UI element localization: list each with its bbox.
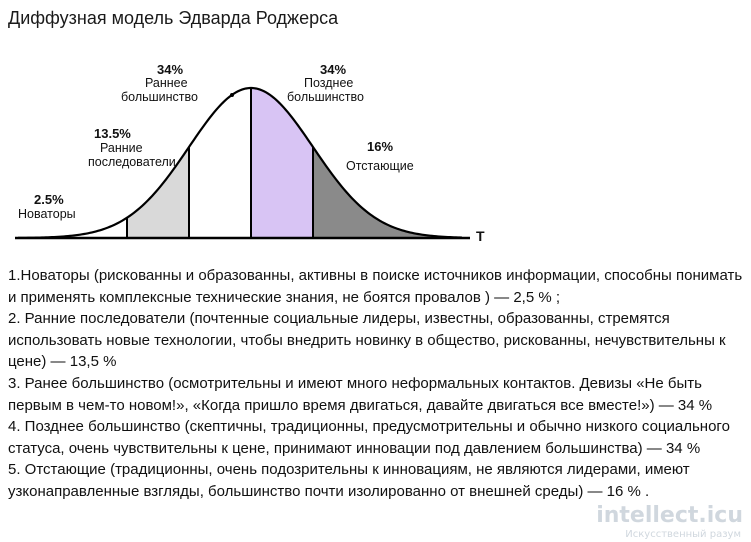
- segment-label-late-majority-1: Позднее: [304, 76, 353, 90]
- description-early-majority: 3. Ранее большинство (осмотрительны и им…: [8, 374, 713, 414]
- segment-label-early-adopters-2: последователи: [88, 155, 176, 169]
- segment-label-innovators: Новаторы: [18, 207, 76, 221]
- description-late-majority: 4. Позднее большинство (скептичны, тради…: [8, 418, 730, 457]
- segment-area-innovators: [18, 217, 127, 238]
- segment-percent-late-majority: 34%: [320, 62, 346, 77]
- bell-curve: [17, 86, 463, 239]
- segment-label-laggards: Отстающие: [346, 159, 414, 173]
- x-axis-label: T: [476, 228, 485, 244]
- segment-percent-laggards: 16%: [367, 139, 393, 154]
- diffusion-chart: T 2.5% Новаторы 13.5% Ранние последовате…: [15, 62, 485, 244]
- segment-label-late-majority-2: большинство: [287, 90, 364, 104]
- segment-label-early-adopters-1: Ранние: [100, 141, 143, 155]
- description-early-adopters: 2. Ранние последователи (почтенные социа…: [8, 310, 726, 371]
- peak-dot: [230, 93, 234, 97]
- segment-label-early-majority-1: Раннее: [145, 76, 188, 90]
- description-list: 1.Новаторы (рискованны и образованны, ак…: [8, 265, 743, 503]
- segment-dividers: [126, 88, 314, 238]
- segment-area-early-majority: [189, 88, 251, 238]
- segment-area-late-majority: [251, 88, 313, 238]
- watermark-logo: intellect.icu: [596, 503, 743, 528]
- segment-area-laggards: [313, 147, 462, 238]
- segment-percent-early-majority: 34%: [157, 62, 183, 77]
- watermark-subtitle: Искусственный разум: [625, 529, 741, 540]
- description-innovators: 1.Новаторы (рискованны и образованны, ак…: [8, 267, 743, 306]
- segment-percent-early-adopters: 13.5%: [94, 126, 131, 141]
- description-laggards: 5. Отстающие (традиционны, очень подозри…: [8, 461, 690, 500]
- segment-percent-innovators: 2.5%: [34, 192, 64, 207]
- page-title: Диффузная модель Эдварда Роджерса: [8, 8, 339, 28]
- segment-label-early-majority-2: большинство: [121, 90, 198, 104]
